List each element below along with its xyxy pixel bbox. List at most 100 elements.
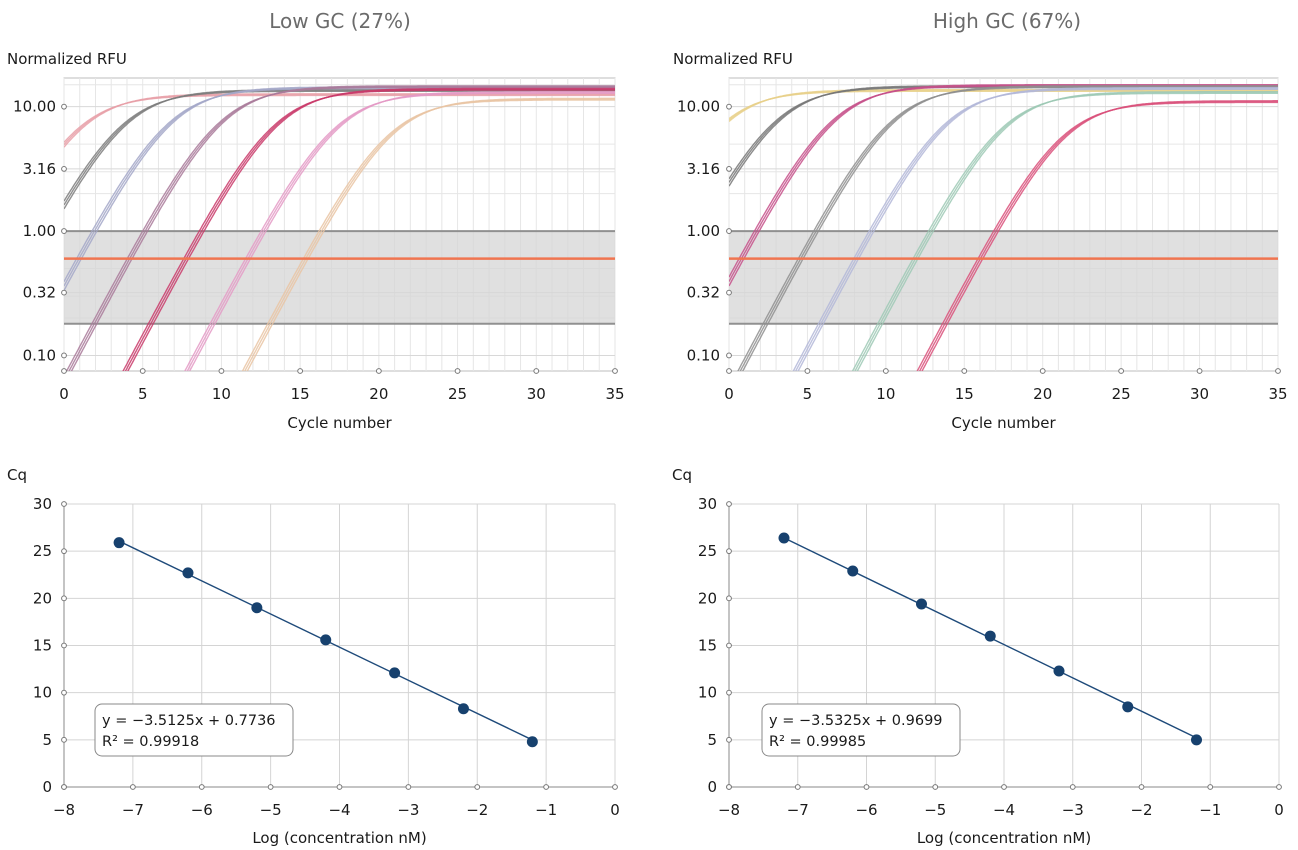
y-axis-label: Normalized RFU	[7, 50, 127, 68]
amplification-curve	[921, 99, 1278, 371]
x-tick-marker	[1276, 784, 1282, 790]
data-point	[1191, 734, 1202, 746]
x-tick-label: 35	[605, 385, 624, 403]
x-tick-label: 30	[1190, 385, 1209, 403]
y-tick-marker	[726, 548, 732, 555]
threshold-band	[729, 231, 1278, 324]
data-point	[984, 630, 996, 642]
x-tick-marker	[474, 784, 481, 790]
y-tick-label: 10.00	[677, 98, 720, 116]
x-tick-label: −5	[260, 801, 282, 819]
y-tick-marker	[726, 689, 732, 696]
x-tick-label: 20	[1033, 385, 1052, 403]
x-tick-marker	[1275, 368, 1281, 374]
curves-group	[729, 83, 1278, 371]
y-tick-label: 0.10	[687, 346, 720, 364]
y-tick-marker	[61, 736, 67, 743]
x-tick-marker	[863, 784, 870, 790]
x-axis-label: Cycle number	[287, 414, 392, 432]
y-tick-label: 0.32	[687, 284, 720, 302]
x-tick-marker	[139, 368, 146, 374]
x-tick-marker	[726, 368, 732, 374]
x-tick-label: 5	[803, 385, 813, 403]
y-tick-marker	[61, 103, 67, 110]
y-tick-label: 15	[698, 637, 717, 655]
y-tick-label: 20	[33, 589, 52, 607]
y-tick-label: 20	[698, 589, 717, 607]
y-tick-label: 5	[707, 731, 717, 749]
amplification-curve	[856, 90, 1278, 371]
data-point	[457, 703, 469, 715]
x-tick-label: 35	[1268, 385, 1287, 403]
amplification-curve	[851, 92, 1278, 371]
x-tick-label: 15	[955, 385, 974, 403]
x-tick-label: −2	[1130, 801, 1152, 819]
x-tick-label: −6	[855, 801, 877, 819]
x-tick-label: −7	[787, 801, 809, 819]
y-tick-label: 1.00	[23, 222, 56, 240]
x-tick-marker	[882, 368, 889, 374]
x-tick-marker	[267, 784, 274, 790]
x-tick-label: −8	[718, 801, 740, 819]
x-tick-label: −8	[53, 801, 75, 819]
amplification-curve	[854, 91, 1278, 371]
y-axis-label: Normalized RFU	[673, 50, 793, 68]
amplification-curve	[188, 90, 615, 371]
y-tick-label: 3.16	[23, 160, 56, 178]
equation-box	[94, 703, 294, 757]
y-tick-marker	[726, 595, 732, 602]
x-tick-label: −5	[924, 801, 946, 819]
fit-equation: y = −3.5125x + 0.7736	[102, 713, 276, 729]
y-tick-marker	[61, 501, 67, 507]
x-tick-marker	[454, 368, 461, 374]
y-tick-label: 5	[42, 731, 52, 749]
y-tick-marker	[726, 736, 732, 743]
chart-title: Low GC (27%)	[269, 9, 411, 33]
r-squared: R² = 0.99918	[102, 734, 199, 750]
y-tick-marker	[726, 784, 732, 790]
amplification-curve	[244, 98, 615, 371]
data-point	[1053, 665, 1065, 677]
x-tick-marker	[612, 784, 618, 790]
y-tick-label: 10	[33, 684, 52, 702]
x-tick-marker	[543, 784, 550, 790]
x-tick-label: −3	[397, 801, 419, 819]
x-tick-marker	[612, 368, 618, 374]
y-tick-marker	[61, 642, 67, 649]
x-tick-marker	[1196, 368, 1203, 374]
fit-equation: y = −3.5325x + 0.9699	[769, 713, 943, 729]
y-tick-marker	[61, 352, 67, 359]
x-tick-marker	[1207, 784, 1214, 790]
equation-box	[761, 703, 961, 757]
data-point	[916, 598, 927, 610]
r-squared: R² = 0.99985	[769, 734, 866, 750]
x-tick-label: −7	[122, 801, 144, 819]
chart-title: High GC (67%)	[933, 9, 1081, 33]
x-tick-marker	[1138, 784, 1145, 790]
x-tick-label: −6	[191, 801, 213, 819]
y-axis-label: Cq	[672, 466, 692, 484]
x-tick-label: 0	[59, 385, 69, 403]
y-tick-label: 25	[33, 542, 52, 560]
x-tick-marker	[961, 368, 968, 374]
x-tick-label: −1	[535, 801, 557, 819]
x-tick-label: 0	[610, 801, 620, 819]
y-tick-label: 30	[698, 495, 717, 513]
x-tick-marker	[61, 368, 67, 374]
y-tick-label: 10	[698, 684, 717, 702]
x-tick-label: 25	[1112, 385, 1131, 403]
y-tick-label: 15	[33, 637, 52, 655]
y-tick-marker	[61, 166, 67, 172]
x-tick-label: 10	[212, 385, 231, 403]
y-tick-marker	[61, 289, 67, 296]
y-tick-marker	[726, 166, 732, 172]
x-tick-marker	[129, 784, 136, 790]
x-tick-label: 25	[448, 385, 467, 403]
amplification-curve	[127, 87, 615, 371]
x-tick-marker	[405, 784, 412, 790]
y-tick-marker	[726, 228, 732, 234]
amplification-curve	[246, 97, 615, 371]
threshold-band	[64, 231, 615, 324]
x-tick-marker	[794, 784, 801, 790]
